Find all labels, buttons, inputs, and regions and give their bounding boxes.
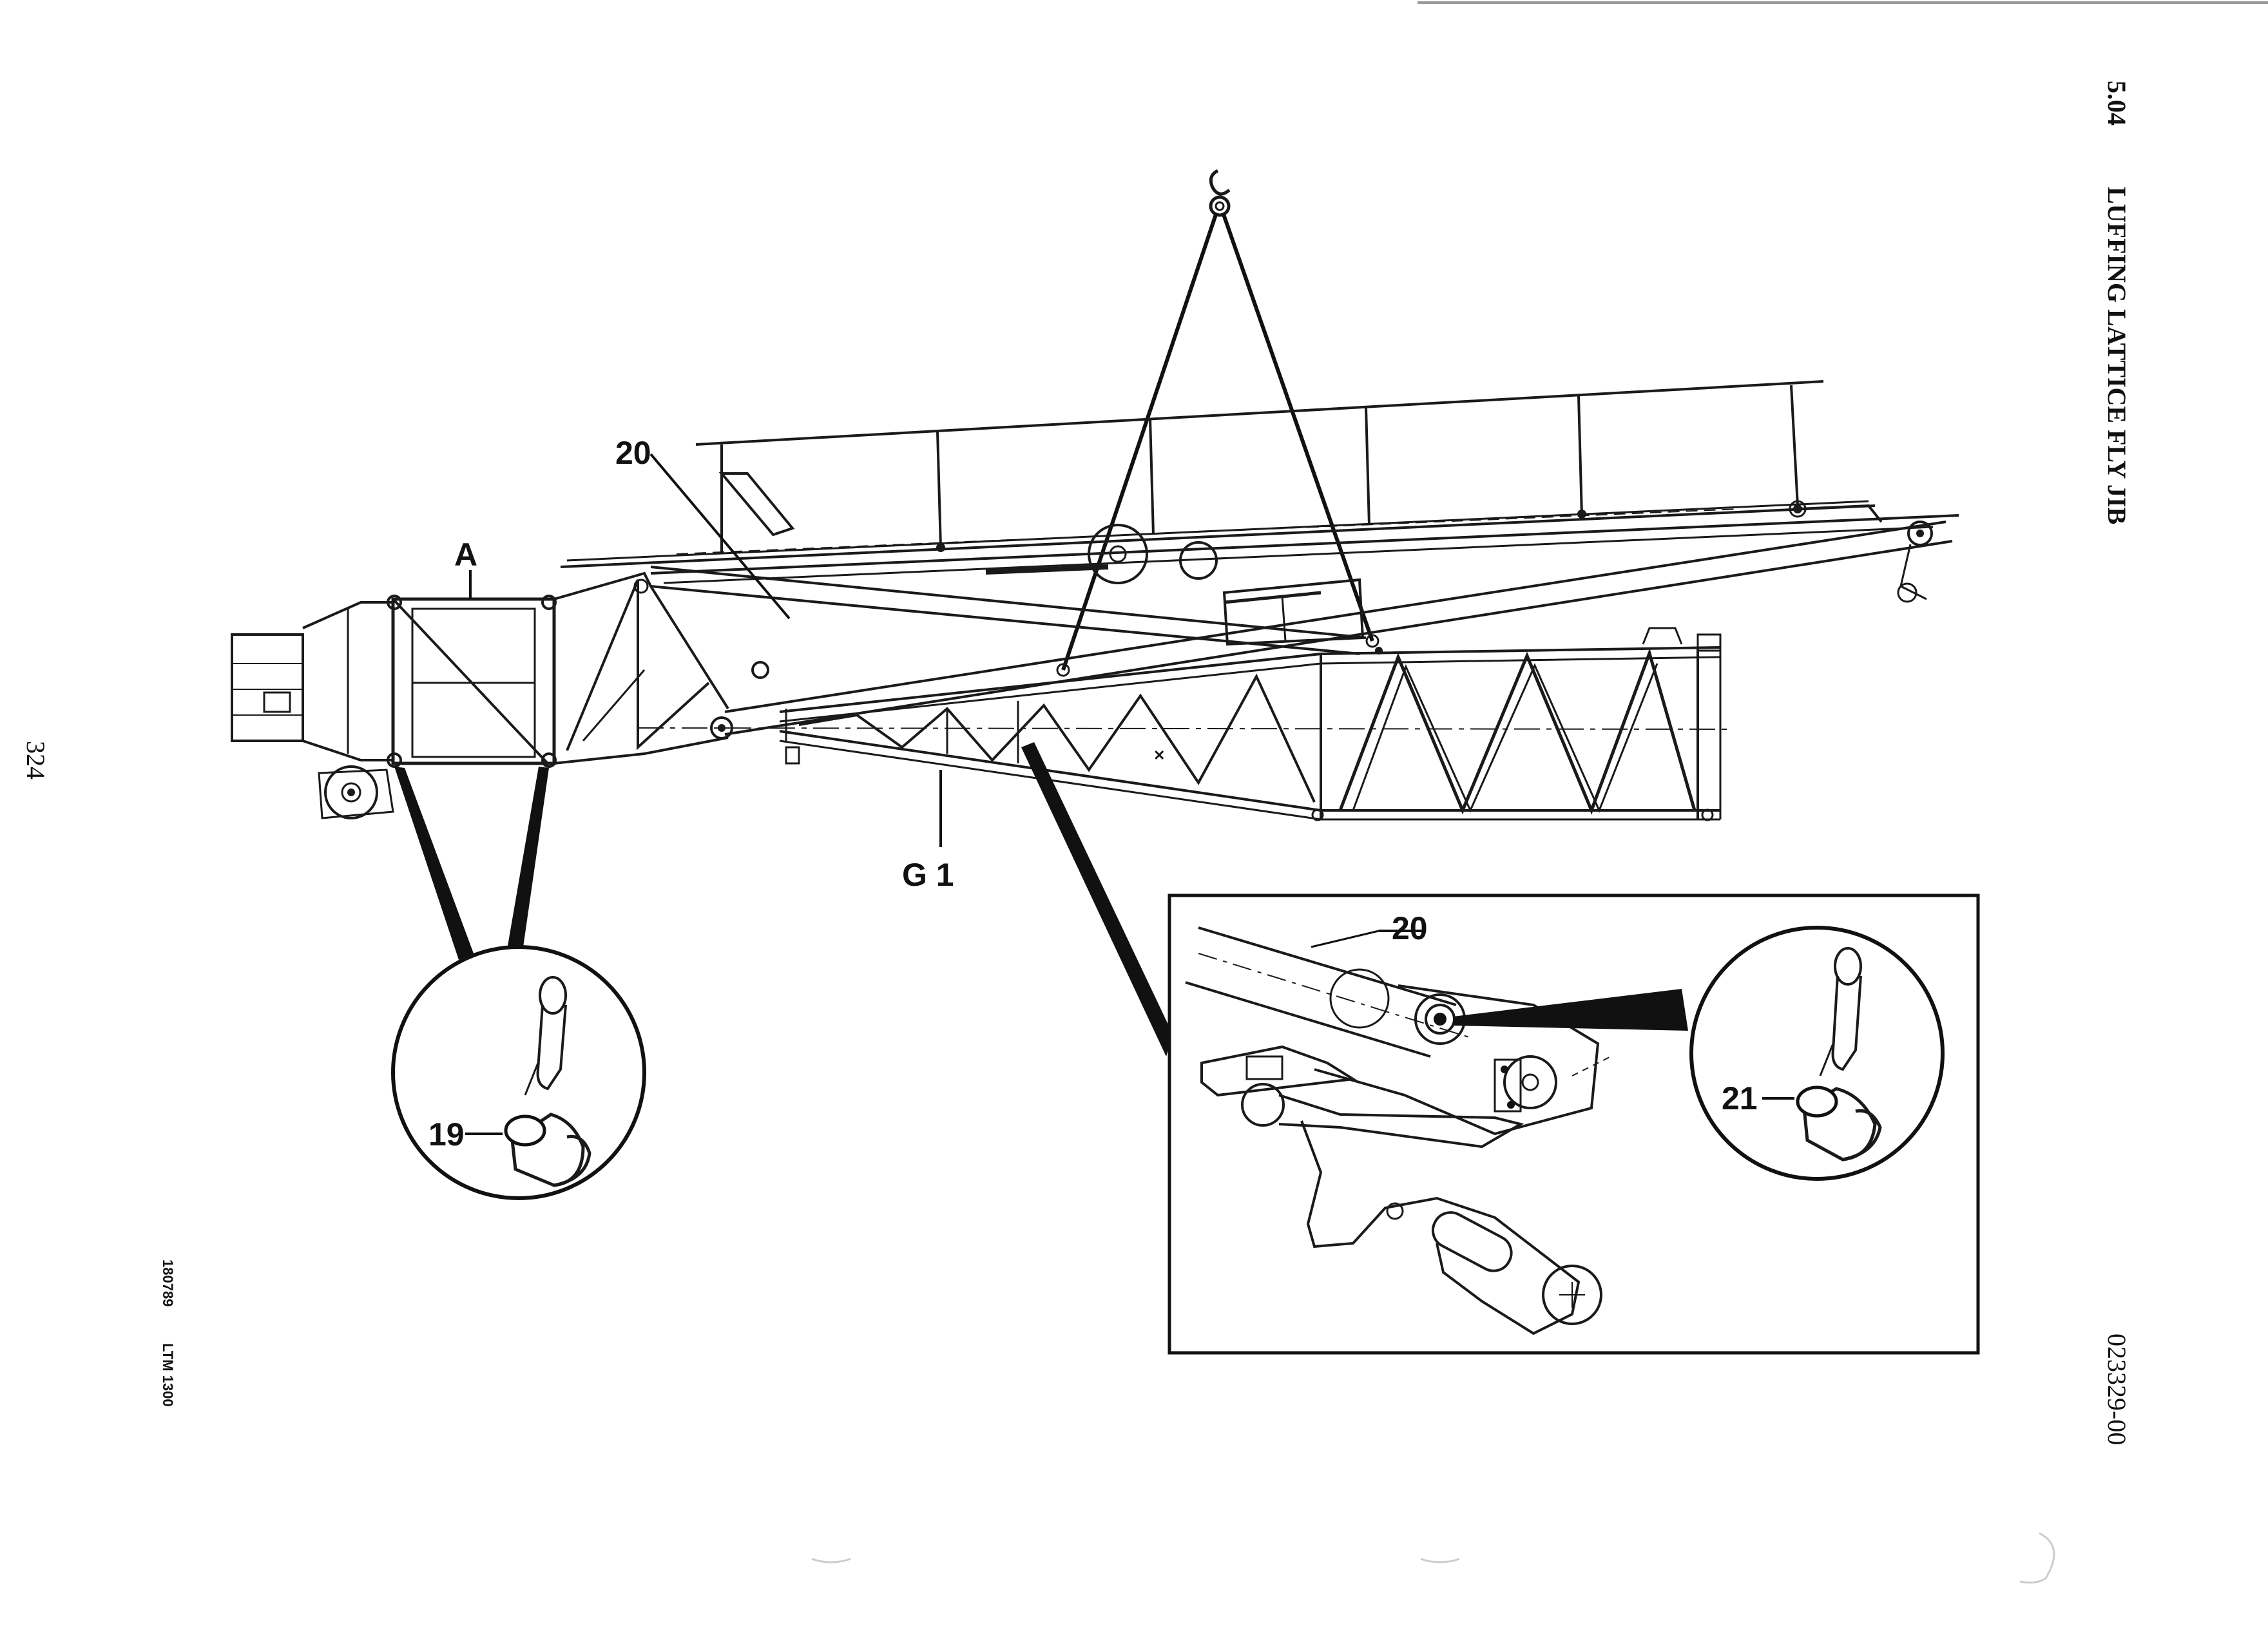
luffing-struts [650, 514, 1959, 736]
footer-right: 023329-00 [2102, 1333, 2131, 1445]
callout-a: A [454, 537, 477, 573]
walkway-railing [560, 380, 1883, 604]
detail-circle-pin-21 [1689, 926, 1945, 1181]
leader-lines [394, 453, 1173, 1056]
callout-g1: G 1 [902, 857, 954, 893]
section-title: LUFFING LATTICE FLY JIB [2102, 187, 2131, 524]
date-code: 180789 [160, 1259, 176, 1306]
scan-artifact [2019, 1532, 2055, 1584]
callout-20-detail: 20 [1392, 910, 1428, 946]
centerline-mark: ✕ [1153, 747, 1165, 763]
scan-artifact [1420, 1558, 1460, 1563]
drawing-number: 023329-00 [2102, 1333, 2131, 1445]
section-number: 5.04 [2102, 81, 2131, 126]
callout-19: 19 [428, 1116, 465, 1152]
scan-artifact [811, 1558, 851, 1563]
section-header: 5.04 LUFFING LATTICE FLY JIB [2102, 81, 2131, 524]
callout-20: 20 [615, 435, 651, 471]
footer-left: 180789 LTM 1300 [160, 1259, 176, 1407]
fly-jib-lattice [779, 627, 1722, 821]
callout-21: 21 [1722, 1080, 1758, 1116]
detail-circle-pin-19 [391, 945, 646, 1200]
page-number: 324 [21, 741, 50, 779]
model-name: LTM 1300 [160, 1343, 176, 1407]
adapter-section-a: ✕ [231, 571, 1727, 819]
page-number-group: 324 [21, 741, 50, 779]
crane-hook [1209, 169, 1231, 217]
lifting-slings [1061, 212, 1374, 671]
